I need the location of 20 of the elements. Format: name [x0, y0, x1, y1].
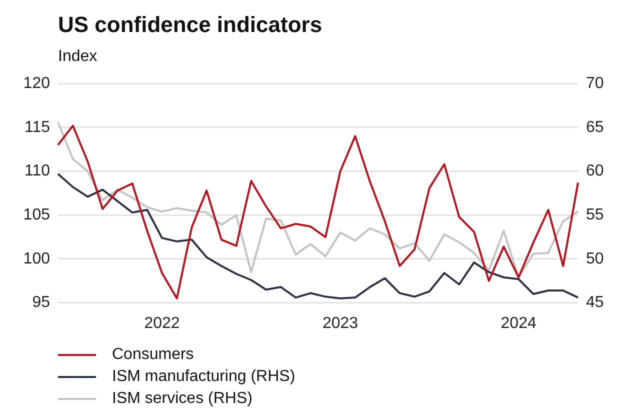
y2-tick-label: 60	[586, 162, 604, 180]
legend-label: ISM services (RHS)	[112, 390, 252, 408]
x-tick-label: 2024	[500, 314, 536, 332]
y2-tick-label: 70	[586, 75, 604, 92]
y2-tick-label: 50	[586, 250, 604, 268]
y2-tick-label: 65	[586, 118, 604, 136]
y-tick-label: 120	[23, 75, 50, 92]
chart-title: US confidence indicators	[58, 12, 322, 38]
y2-tick-label: 45	[586, 294, 604, 312]
x-tick-label: 2022	[144, 314, 180, 332]
legend-label: ISM manufacturing (RHS)	[112, 368, 296, 386]
x-tick-label: 2023	[322, 314, 358, 332]
y-axis-title: Index	[58, 48, 98, 66]
legend-label: Consumers	[112, 346, 194, 364]
y-tick-label: 95	[32, 294, 50, 312]
y-tick-label: 110	[24, 162, 50, 180]
y-tick-label: 115	[24, 118, 50, 136]
y-tick-label: 105	[23, 206, 50, 224]
y-tick-label: 100	[23, 250, 50, 268]
y2-tick-label: 55	[586, 206, 604, 224]
